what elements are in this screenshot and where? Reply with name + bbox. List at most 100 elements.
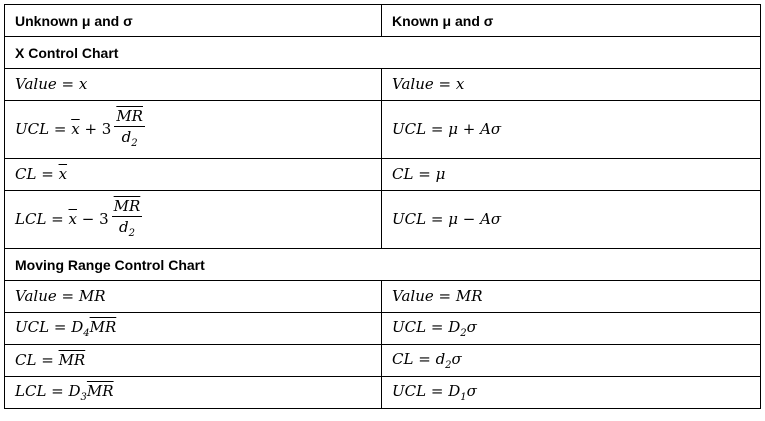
math-variable: Value: [392, 75, 434, 93]
math-operator: +: [457, 120, 481, 138]
math-operator: =: [433, 75, 456, 93]
formula-known: CL = d2σ: [381, 344, 761, 377]
fraction-numerator: MR: [111, 196, 143, 217]
math-overline: MR: [86, 382, 114, 400]
math-variable: UCL: [392, 210, 427, 228]
formula-known: UCL = μ + Aσ: [381, 100, 761, 159]
section-title: X Control Chart: [4, 36, 761, 69]
math-variable: μ: [435, 165, 446, 183]
math-operator: =: [36, 351, 59, 369]
section-row: X Control Chart: [4, 36, 761, 69]
math-formula: LCL = D3MR: [15, 382, 114, 403]
math-overline: x: [68, 209, 77, 228]
fraction-numerator: MR: [114, 106, 145, 127]
math-variable: d: [435, 350, 446, 368]
math-variable: Aσ: [480, 120, 502, 138]
math-formula: UCL = D4MR: [15, 318, 116, 339]
math-fraction: MR d2: [111, 196, 143, 244]
math-overline: x: [58, 165, 68, 183]
math-variable: D: [448, 382, 461, 400]
math-variable: σ: [451, 350, 462, 368]
math-variable: D: [68, 382, 81, 400]
formula-row: Value = MR Value = MR: [4, 280, 761, 313]
math-variable: UCL: [15, 318, 50, 336]
math-variable: d: [118, 217, 129, 236]
formula-known: CL = μ: [381, 158, 761, 191]
math-operator: =: [426, 318, 449, 336]
formula-unknown: CL = x: [4, 158, 382, 191]
math-operator: =: [413, 165, 436, 183]
formula-unknown: Value = x: [4, 68, 382, 101]
math-overline: MR: [58, 351, 86, 369]
math-variable: UCL: [392, 120, 427, 138]
math-subscript: 4: [83, 328, 90, 339]
formula-known: Value = MR: [381, 280, 761, 313]
formula-unknown: LCL = x − 3 MR d2: [4, 190, 382, 249]
formula-unknown: UCL = x + 3 MR d2: [4, 100, 382, 159]
math-operator: =: [426, 382, 449, 400]
math-formula: CL = d2σ: [392, 350, 462, 371]
math-operator: =: [46, 382, 69, 400]
math-formula: Value = MR: [392, 287, 483, 305]
formula-known: Value = x: [381, 68, 761, 101]
math-variable: UCL: [392, 318, 427, 336]
header-unknown: Unknown μ and σ: [4, 4, 382, 37]
math-variable: CL: [392, 165, 414, 183]
formula-unknown: LCL = D3MR: [4, 376, 382, 409]
math-formula: UCL = x + 3 MR d2: [15, 107, 145, 149]
math-subscript: 1: [460, 392, 467, 403]
math-overline: MR: [113, 196, 141, 215]
section-row: Moving Range Control Chart: [4, 248, 761, 281]
math-variable: LCL: [15, 209, 47, 228]
math-variable: CL: [15, 351, 37, 369]
formula-unknown: Value = MR: [4, 280, 382, 313]
math-variable: CL: [392, 350, 414, 368]
math-formula: CL = μ: [392, 165, 445, 183]
formula-row: CL = MR CL = d2σ: [4, 344, 761, 377]
math-subscript: 2: [128, 227, 135, 239]
math-variable: CL: [15, 165, 37, 183]
math-operator: =: [426, 120, 449, 138]
math-variable: UCL: [392, 382, 427, 400]
formula-row: UCL = D4MR UCL = D2σ: [4, 312, 761, 345]
math-operator: =: [49, 318, 72, 336]
math-variable: Value: [392, 287, 434, 305]
formula-row: LCL = x − 3 MR d2 UCL = μ − Aσ: [4, 190, 761, 249]
math-operator: =: [426, 210, 449, 228]
header-known: Known μ and σ: [381, 4, 761, 37]
math-variable: μ: [448, 210, 458, 228]
math-variable: Aσ: [480, 210, 502, 228]
math-formula: Value = x: [15, 75, 87, 93]
formula-unknown: UCL = D4MR: [4, 312, 382, 345]
math-operator: −: [457, 210, 481, 228]
math-operator: =: [433, 287, 456, 305]
formula-row: Value = x Value = x: [4, 68, 761, 101]
math-variable: x: [455, 75, 465, 93]
math-variable: MR: [78, 287, 106, 305]
math-variable: MR: [455, 287, 483, 305]
formula-row: LCL = D3MR UCL = D1σ: [4, 376, 761, 409]
math-subscript: 2: [460, 328, 467, 339]
formula-known: UCL = D1σ: [381, 376, 761, 409]
math-operator: − 3: [76, 209, 109, 228]
math-variable: σ: [466, 318, 477, 336]
math-formula: UCL = μ + Aσ: [392, 120, 501, 138]
formula-known: UCL = D2σ: [381, 312, 761, 345]
math-overline: MR: [116, 106, 143, 125]
math-formula: Value = x: [392, 75, 464, 93]
section-title: Moving Range Control Chart: [4, 248, 761, 281]
fraction-denominator: d2: [119, 217, 135, 244]
math-variable: d: [121, 127, 132, 146]
math-operator: =: [413, 350, 436, 368]
math-formula: UCL = D2σ: [392, 318, 477, 339]
math-overline: x: [71, 119, 80, 138]
math-subscript: 2: [131, 137, 138, 149]
math-formula: LCL = x − 3 MR d2: [15, 197, 143, 239]
math-operator: =: [49, 119, 72, 138]
math-formula: Value = MR: [15, 287, 106, 305]
math-variable: D: [448, 318, 461, 336]
math-subscript: 3: [80, 392, 87, 403]
math-operator: =: [36, 165, 59, 183]
math-operator: + 3: [79, 119, 112, 138]
formula-row: UCL = x + 3 MR d2 UCL = μ + Aσ: [4, 100, 761, 159]
